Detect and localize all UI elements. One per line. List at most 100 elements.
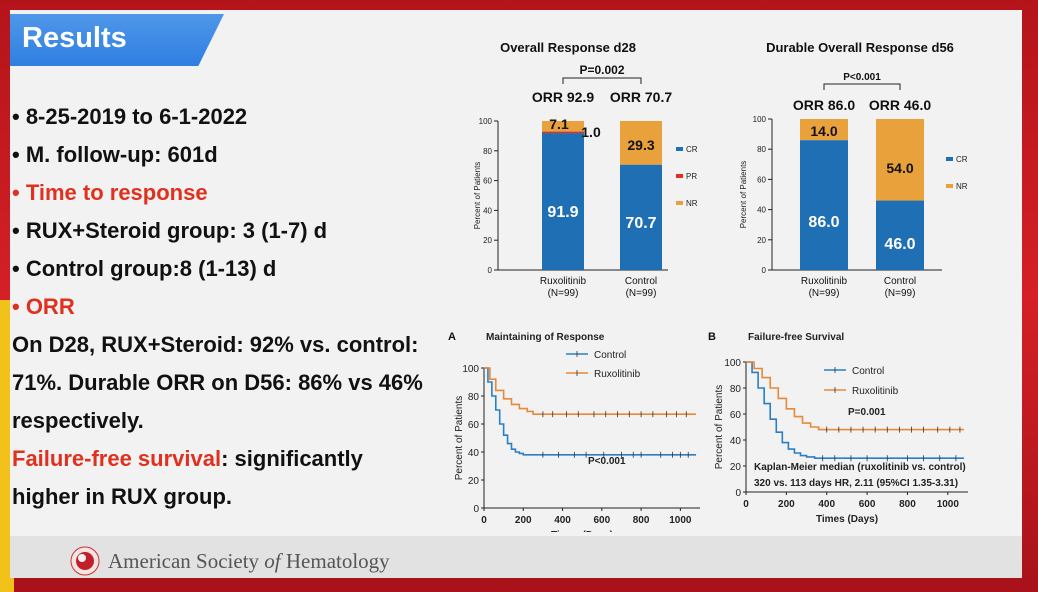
y-tick-label: 80 — [730, 384, 742, 395]
chart-title: Failure-free Survival — [748, 332, 844, 343]
x-tick-label: (N=99) — [626, 288, 657, 299]
x-tick-label: 400 — [818, 499, 835, 510]
bullet-item: • 8-25-2019 to 6-1-2022 — [12, 104, 248, 129]
bar-segment — [542, 131, 584, 134]
x-tick-label: 1000 — [937, 499, 960, 510]
bar-segment — [542, 121, 584, 132]
y-tick-label: 80 — [483, 147, 492, 156]
x-tick-label: 800 — [899, 499, 916, 510]
y-axis-label: Percent of Patients — [473, 162, 482, 230]
y-axis-label: Percent of Patients — [714, 385, 725, 470]
x-tick-label: (N=99) — [885, 288, 916, 299]
x-tick-label: 400 — [554, 515, 571, 526]
y-tick-label: 100 — [724, 358, 741, 369]
legend-swatch — [946, 157, 953, 161]
y-tick-label: 60 — [757, 175, 766, 184]
legend-swatch — [676, 147, 683, 151]
bar-segment — [800, 119, 848, 141]
legend-label: Ruxolitinib — [852, 386, 899, 397]
x-axis-label: Times (Days) — [551, 530, 613, 532]
x-tick-label: 0 — [481, 515, 487, 526]
p-value-label: P<0.001 — [843, 72, 881, 83]
y-tick-label: 20 — [483, 236, 492, 245]
bullet-item: • RUX+Steroid group: 3 (1-7) d — [12, 218, 328, 243]
data-label: 86.0 — [808, 214, 839, 231]
y-tick-label: 0 — [473, 504, 479, 515]
x-tick-label: 200 — [515, 515, 532, 526]
data-label: 46.0 — [884, 236, 915, 253]
significance-bracket — [823, 83, 901, 90]
x-tick-label: Control — [625, 276, 657, 287]
survival-curve — [746, 361, 964, 459]
legend-label: Ruxolitinib — [594, 369, 641, 380]
data-label: 91.9 — [547, 204, 578, 221]
legend-swatch — [676, 201, 683, 205]
orr-paragraph: On D28, RUX+Steroid: 92% vs. control: 71… — [12, 332, 423, 433]
bullet-item: • M. follow-up: 601d — [12, 142, 218, 167]
y-tick-label: 60 — [468, 420, 480, 431]
km-median-note: Kaplan-Meier median (ruxolitinib vs. con… — [754, 462, 966, 473]
legend-label: PR — [686, 172, 697, 181]
survival-curve — [746, 361, 964, 431]
p-value-label: P=0.002 — [579, 63, 624, 77]
data-label: 1.0 — [581, 124, 601, 140]
orr-label: ORR 92.9 — [532, 89, 594, 105]
y-tick-label: 80 — [468, 392, 480, 403]
footer-bar — [10, 536, 1022, 578]
y-tick-label: 100 — [462, 364, 479, 375]
legend-label: NR — [956, 182, 968, 191]
x-tick-label: 1000 — [669, 515, 692, 526]
bar-segment — [620, 164, 662, 270]
bullet-item-heading: • Time to response — [12, 180, 208, 205]
footer-organization: American Society of Hematology — [108, 549, 390, 574]
y-axis-label: Percent of Patients — [454, 396, 465, 481]
bar-segment — [876, 200, 924, 270]
data-label: 7.1 — [549, 116, 569, 132]
y-tick-label: 20 — [468, 476, 480, 487]
x-axis-label: Times (Days) — [816, 514, 878, 525]
x-tick-label: (N=99) — [548, 288, 579, 299]
y-tick-label: 80 — [757, 145, 766, 154]
data-label: 70.7 — [625, 215, 656, 232]
legend-swatch — [676, 174, 683, 178]
chart-title: Maintaining of Response — [486, 332, 605, 343]
legend-label: CR — [686, 145, 698, 154]
orr-label: ORR 86.0 — [793, 97, 855, 113]
footer-org-post: Hematology — [280, 549, 390, 573]
y-tick-label: 100 — [753, 115, 767, 124]
slide — [10, 10, 1022, 578]
data-label: 29.3 — [627, 137, 654, 153]
y-axis-label: Percent of Patients — [739, 161, 748, 229]
footer-org-of: of — [264, 549, 281, 573]
ffs-label: Failure-free survival — [12, 446, 222, 471]
y-tick-label: 40 — [468, 448, 480, 459]
y-tick-label: 20 — [757, 236, 766, 245]
durable-response-d56-chart: Durable Overall Response d56 0 20 40 60 80 100… — [739, 40, 968, 299]
chart-title: Overall Response d28 — [500, 40, 636, 55]
x-tick-label: 0 — [743, 499, 749, 510]
data-label: 14.0 — [810, 123, 837, 139]
bullet-item-heading: • ORR — [12, 294, 75, 319]
y-tick-label: 40 — [757, 206, 766, 215]
x-tick-label: (N=99) — [809, 288, 840, 299]
y-tick-label: 100 — [479, 117, 493, 126]
ash-logo-icon — [70, 546, 100, 576]
title-bar — [10, 14, 224, 66]
overall-response-d28-chart: Overall Response d28 0 20 40 60 80 100 Percent … — [473, 40, 698, 299]
footer-org-pre: American Society — [108, 549, 265, 573]
bar-segment — [542, 133, 584, 270]
x-tick-label: 600 — [859, 499, 876, 510]
panel-label: A — [448, 331, 456, 343]
bar-segment — [620, 121, 662, 165]
y-tick-label: 40 — [483, 206, 492, 215]
ffs-text: : significantly higher in RUX group. — [12, 446, 363, 509]
orr-label: ORR 46.0 — [869, 97, 931, 113]
y-tick-label: 60 — [730, 410, 742, 421]
legend-label: Control — [852, 366, 884, 377]
data-label: 54.0 — [886, 160, 913, 176]
legend-label: Control — [594, 350, 626, 361]
bar-segment — [876, 119, 924, 201]
y-tick-label: 20 — [730, 462, 742, 473]
